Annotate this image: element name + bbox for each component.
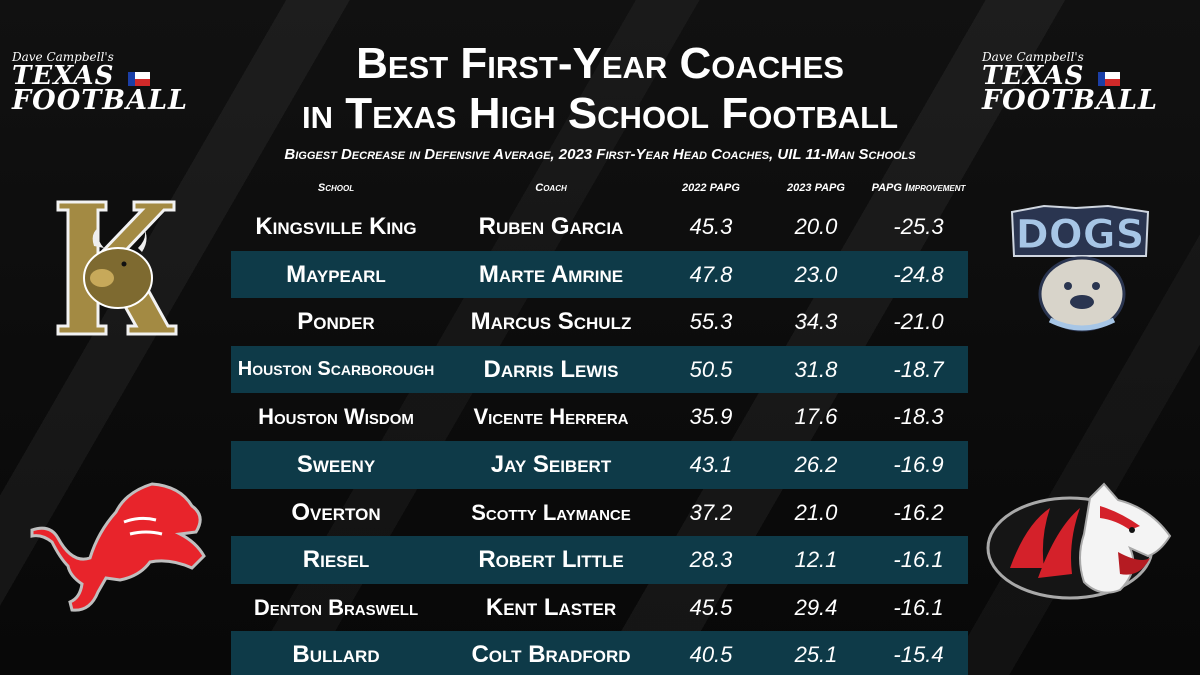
coach-cell: Kent Laster <box>485 593 617 621</box>
improvement-cell: -25.3 <box>893 214 944 239</box>
col-header-school: School <box>317 182 355 194</box>
school-cell: Denton Braswell <box>253 594 419 620</box>
papg-2022-cell: 35.9 <box>689 404 733 430</box>
papg-2022-cell: 45.3 <box>689 214 733 239</box>
school-cell: Houston Wisdom <box>258 404 414 430</box>
improvement-cell: -24.8 <box>893 261 944 287</box>
coach-cell: Vicente Herrera <box>473 404 629 430</box>
texas-flag-icon <box>1098 72 1120 86</box>
improvement-cell: -18.3 <box>893 404 944 430</box>
papg-2023-cell: 25.1 <box>794 642 838 668</box>
improvement-cell: -18.7 <box>893 356 944 382</box>
improvement-cell: -16.2 <box>893 499 944 525</box>
papg-2023-cell: 31.8 <box>794 356 838 382</box>
table-row: Ponder Marcus Schulz 55.3 34.3 -21.0 <box>231 298 968 346</box>
table-row: Houston Wisdom Vicente Herrera 35.9 17.6… <box>231 393 968 441</box>
page-subtitle: Biggest Decrease in Defensive Average, 2… <box>284 146 916 163</box>
table-row: Denton Braswell Kent Laster 45.5 29.4 -1… <box>231 584 968 632</box>
table-row: Riesel Robert Little 28.3 12.1 -16.1 <box>231 536 968 584</box>
papg-2022-cell: 50.5 <box>689 356 733 382</box>
svg-text:DOGS: DOGS <box>1016 212 1145 258</box>
school-cell: Overton <box>291 498 381 526</box>
school-cell: Maypearl <box>286 260 386 288</box>
papg-2022-cell: 47.8 <box>689 261 733 287</box>
col-header-improvement: PAPG Improvement <box>871 182 966 194</box>
improvement-cell: -16.1 <box>893 547 944 573</box>
table-row: Bullard Colt Bradford 40.5 25.1 -15.4 <box>231 631 968 675</box>
papg-2022-cell: 45.5 <box>689 594 733 620</box>
coach-cell: Colt Bradford <box>471 641 631 669</box>
brand-script: Dave Campbell's <box>982 50 1084 64</box>
table-row: Overton Scotty Laymance 37.2 21.0 -16.2 <box>231 489 968 537</box>
coach-cell: Robert Little <box>478 546 624 574</box>
red-tiger-logo-icon <box>986 482 1172 600</box>
papg-2022-cell: 28.3 <box>689 547 733 573</box>
papg-2023-cell: 26.2 <box>794 451 838 477</box>
coach-cell: Marcus Schulz <box>470 308 632 336</box>
papg-2022-cell: 37.2 <box>689 499 733 525</box>
improvement-cell: -21.0 <box>893 309 944 335</box>
col-header-2023: 2023 PAPG <box>787 182 845 194</box>
page-title-line1: Best First-Year Coaches <box>356 39 844 88</box>
brand-texas: TEXAS <box>12 61 115 91</box>
coach-cell: Scotty Laymance <box>471 499 631 525</box>
brand-football: FOOTBALL <box>982 85 1159 116</box>
brand-logo-left: Dave Campbell's TEXAS FOOTBALL <box>10 50 225 120</box>
school-cell: Kingsville King <box>255 213 417 240</box>
table-row: Kingsville King Ruben Garcia 45.3 20.0 -… <box>231 203 968 251</box>
coach-cell: Ruben Garcia <box>478 213 624 240</box>
coach-cell: Jay Seibert <box>490 450 612 478</box>
coach-cell: Marte Amrine <box>478 260 624 288</box>
school-cell: Ponder <box>297 308 375 336</box>
brand-football: FOOTBALL <box>12 85 189 116</box>
improvement-cell: -16.9 <box>893 451 944 477</box>
school-cell: Sweeny <box>296 450 376 478</box>
school-cell: Houston Scarborough <box>237 357 435 380</box>
papg-2023-cell: 12.1 <box>794 547 838 573</box>
papg-2023-cell: 17.6 <box>794 404 838 430</box>
brand-script: Dave Campbell's <box>12 50 114 64</box>
table-header: School Coach 2022 PAPG 2023 PAPG PAPG Im… <box>231 182 968 200</box>
brand-texas: TEXAS <box>982 61 1085 91</box>
page-title-line2: in Texas High School Football <box>301 89 899 138</box>
col-header-coach: Coach <box>535 182 567 194</box>
col-header-2022: 2022 PAPG <box>682 182 740 194</box>
table-row: Houston Scarborough Darris Lewis 50.5 31… <box>231 345 968 394</box>
texas-flag-icon <box>128 72 150 86</box>
papg-2022-cell: 55.3 <box>689 309 733 335</box>
coaches-table: Kingsville King Ruben Garcia 45.3 20.0 -… <box>231 203 968 675</box>
papg-2023-cell: 29.4 <box>794 594 838 620</box>
papg-2022-cell: 43.1 <box>689 451 733 477</box>
table-row: Sweeny Jay Seibert 43.1 26.2 -16.9 <box>231 440 968 489</box>
papg-2022-cell: 40.5 <box>689 642 733 668</box>
dogs-bulldog-logo-icon: DOGS <box>1010 204 1150 332</box>
coach-cell: Darris Lewis <box>483 355 619 383</box>
brand-logo-right: Dave Campbell's TEXAS FOOTBALL <box>980 50 1195 120</box>
improvement-cell: -15.4 <box>893 642 944 668</box>
improvement-cell: -16.1 <box>893 594 944 620</box>
red-lion-logo-icon <box>30 482 206 612</box>
school-cell: Bullard <box>292 641 380 669</box>
papg-2023-cell: 20.0 <box>794 214 838 239</box>
table-row: Maypearl Marte Amrine 47.8 23.0 -24.8 <box>231 250 968 299</box>
papg-2023-cell: 21.0 <box>794 499 838 525</box>
papg-2023-cell: 23.0 <box>794 261 838 287</box>
papg-2023-cell: 34.3 <box>794 309 838 335</box>
kingsville-k-bull-logo-icon <box>56 200 178 336</box>
school-cell: Riesel <box>302 546 370 574</box>
